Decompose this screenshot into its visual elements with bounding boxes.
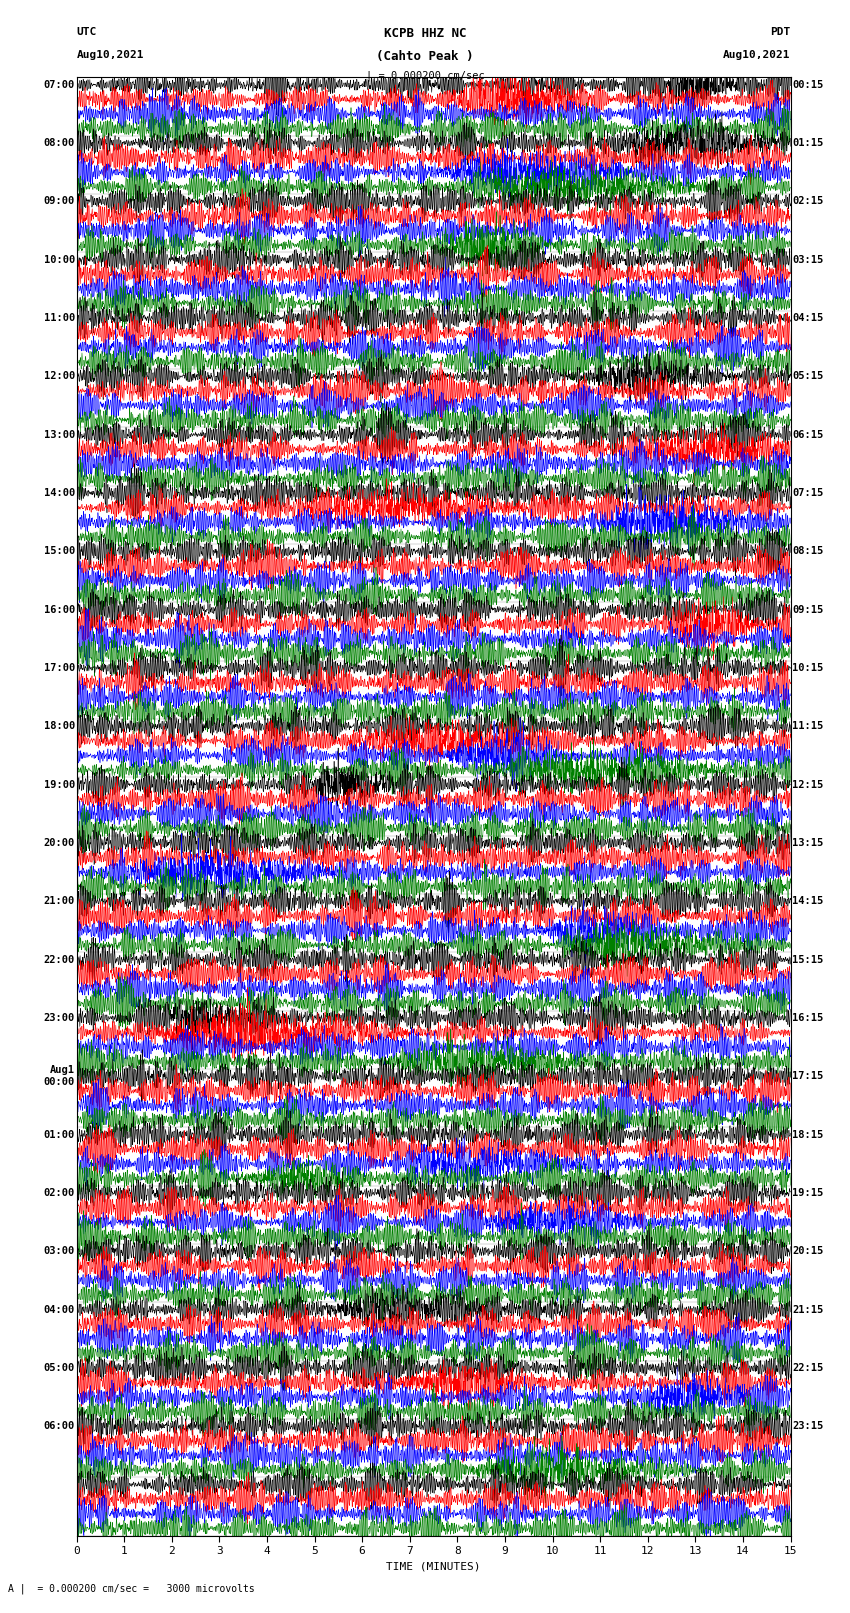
- Text: 21:00: 21:00: [44, 897, 75, 907]
- Text: 09:15: 09:15: [792, 605, 823, 615]
- Text: PDT: PDT: [770, 27, 790, 37]
- Text: (Cahto Peak ): (Cahto Peak ): [377, 50, 473, 63]
- Text: 11:00: 11:00: [44, 313, 75, 323]
- Text: 04:00: 04:00: [44, 1305, 75, 1315]
- Text: 07:15: 07:15: [792, 489, 823, 498]
- Text: 17:15: 17:15: [792, 1071, 823, 1081]
- Text: 22:15: 22:15: [792, 1363, 823, 1373]
- Text: UTC: UTC: [76, 27, 97, 37]
- Text: 12:00: 12:00: [44, 371, 75, 381]
- Text: 03:00: 03:00: [44, 1247, 75, 1257]
- Text: Aug1
00:00: Aug1 00:00: [44, 1066, 75, 1087]
- Text: 09:00: 09:00: [44, 197, 75, 206]
- Text: 05:15: 05:15: [792, 371, 823, 381]
- Text: 22:00: 22:00: [44, 955, 75, 965]
- Text: 19:00: 19:00: [44, 779, 75, 790]
- Text: 14:00: 14:00: [44, 489, 75, 498]
- Text: | = 0.000200 cm/sec: | = 0.000200 cm/sec: [366, 71, 484, 82]
- Text: 14:15: 14:15: [792, 897, 823, 907]
- Text: 10:00: 10:00: [44, 255, 75, 265]
- Text: 01:00: 01:00: [44, 1129, 75, 1139]
- Text: 13:15: 13:15: [792, 839, 823, 848]
- Text: 16:15: 16:15: [792, 1013, 823, 1023]
- Text: 18:00: 18:00: [44, 721, 75, 731]
- Text: 16:00: 16:00: [44, 605, 75, 615]
- Text: 00:15: 00:15: [792, 79, 823, 90]
- Text: 08:15: 08:15: [792, 547, 823, 556]
- Text: Aug10,2021: Aug10,2021: [723, 50, 791, 60]
- Text: 20:00: 20:00: [44, 839, 75, 848]
- X-axis label: TIME (MINUTES): TIME (MINUTES): [386, 1561, 481, 1571]
- Text: 06:00: 06:00: [44, 1421, 75, 1431]
- Text: 02:15: 02:15: [792, 197, 823, 206]
- Text: 13:00: 13:00: [44, 429, 75, 440]
- Text: 19:15: 19:15: [792, 1187, 823, 1198]
- Text: 17:00: 17:00: [44, 663, 75, 673]
- Text: 11:15: 11:15: [792, 721, 823, 731]
- Text: 07:00: 07:00: [44, 79, 75, 90]
- Text: 05:00: 05:00: [44, 1363, 75, 1373]
- Text: 23:00: 23:00: [44, 1013, 75, 1023]
- Text: 04:15: 04:15: [792, 313, 823, 323]
- Text: 18:15: 18:15: [792, 1129, 823, 1139]
- Text: 12:15: 12:15: [792, 779, 823, 790]
- Text: 03:15: 03:15: [792, 255, 823, 265]
- Text: 10:15: 10:15: [792, 663, 823, 673]
- Text: 15:00: 15:00: [44, 547, 75, 556]
- Text: 15:15: 15:15: [792, 955, 823, 965]
- Text: 08:00: 08:00: [44, 139, 75, 148]
- Text: 06:15: 06:15: [792, 429, 823, 440]
- Text: KCPB HHZ NC: KCPB HHZ NC: [383, 27, 467, 40]
- Text: 20:15: 20:15: [792, 1247, 823, 1257]
- Text: 21:15: 21:15: [792, 1305, 823, 1315]
- Text: 23:15: 23:15: [792, 1421, 823, 1431]
- Text: Aug10,2021: Aug10,2021: [76, 50, 144, 60]
- Text: 01:15: 01:15: [792, 139, 823, 148]
- Text: 02:00: 02:00: [44, 1187, 75, 1198]
- Text: A |  = 0.000200 cm/sec =   3000 microvolts: A | = 0.000200 cm/sec = 3000 microvolts: [8, 1582, 255, 1594]
